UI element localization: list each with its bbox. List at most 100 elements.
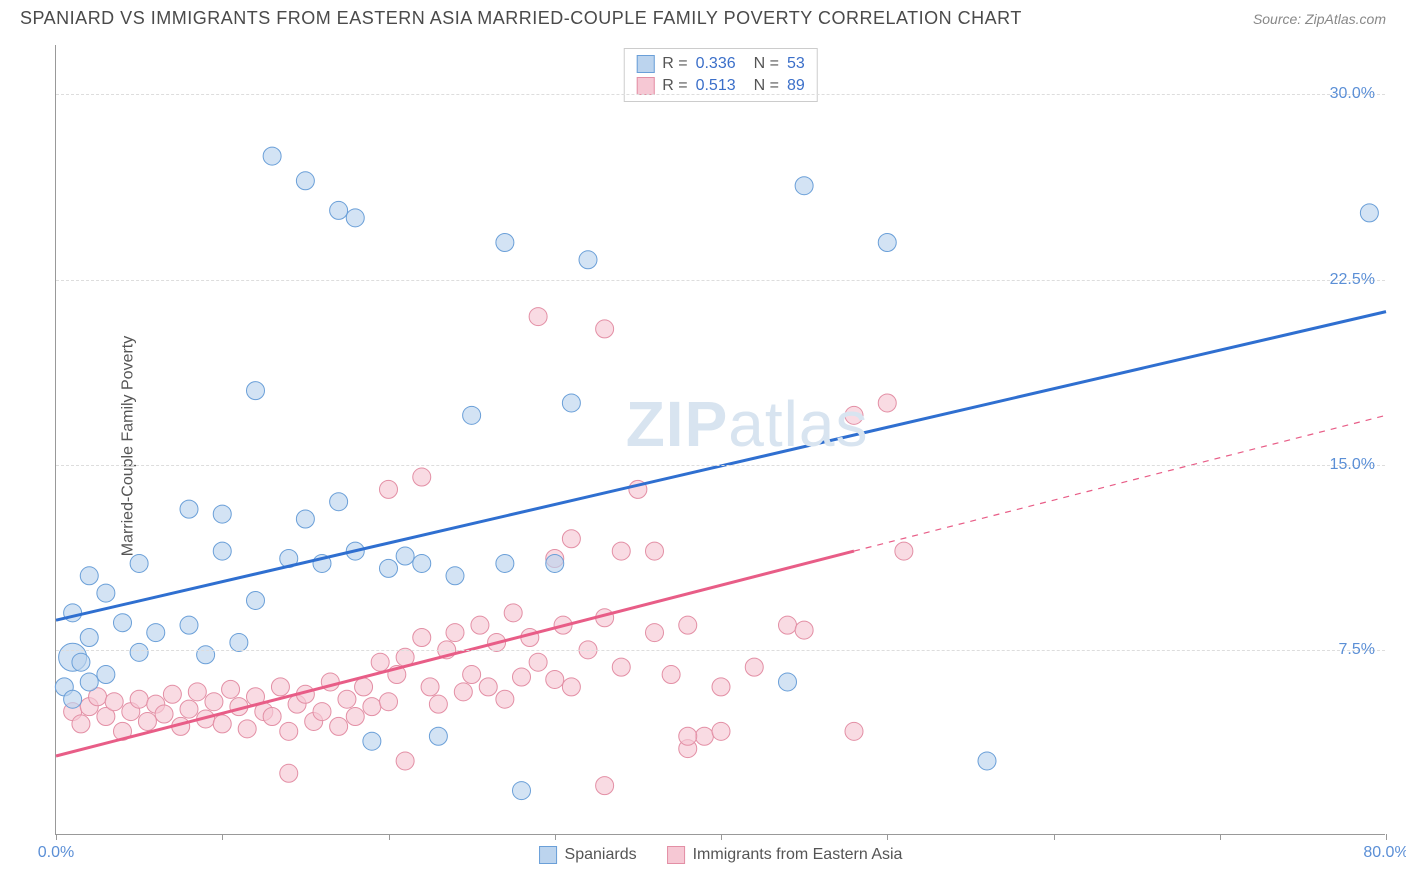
scatter-point xyxy=(130,554,148,572)
scatter-point xyxy=(479,678,497,696)
stat-r-spaniards: 0.336 xyxy=(696,55,736,73)
chart-source: Source: ZipAtlas.com xyxy=(1253,11,1386,27)
scatter-point xyxy=(413,468,431,486)
swatch-immigrants xyxy=(636,77,654,95)
scatter-point xyxy=(845,406,863,424)
scatter-point xyxy=(779,616,797,634)
scatter-point xyxy=(147,624,165,642)
scatter-point xyxy=(562,678,580,696)
xtick-mark xyxy=(56,834,57,840)
scatter-point xyxy=(64,690,82,708)
scatter-point xyxy=(596,320,614,338)
scatter-point xyxy=(280,764,298,782)
gridline xyxy=(56,94,1385,95)
legend-item-immigrants: Immigrants from Eastern Asia xyxy=(667,846,903,864)
scatter-point xyxy=(596,777,614,795)
scatter-point xyxy=(330,201,348,219)
scatter-point xyxy=(271,678,289,696)
scatter-point xyxy=(114,614,132,632)
scatter-point xyxy=(679,727,697,745)
chart-plot-area: ZIPatlas R = 0.336 N = 53 R = 0.513 N = … xyxy=(55,45,1385,835)
scatter-point xyxy=(413,629,431,647)
scatter-point xyxy=(138,712,156,730)
scatter-point xyxy=(662,666,680,684)
scatter-point xyxy=(371,653,389,671)
scatter-point xyxy=(346,209,364,227)
legend-swatch-spaniards xyxy=(539,846,557,864)
legend-label-immigrants: Immigrants from Eastern Asia xyxy=(693,846,903,864)
scatter-point xyxy=(429,695,447,713)
gridline xyxy=(56,650,1385,651)
scatter-point xyxy=(263,708,281,726)
chart-header: SPANIARD VS IMMIGRANTS FROM EASTERN ASIA… xyxy=(0,0,1406,37)
scatter-point xyxy=(80,567,98,585)
scatter-point xyxy=(97,666,115,684)
xtick-mark xyxy=(1386,834,1387,840)
stat-n-immigrants: 89 xyxy=(787,77,805,95)
scatter-point xyxy=(296,172,314,190)
scatter-point xyxy=(612,542,630,560)
scatter-point xyxy=(213,715,231,733)
scatter-point xyxy=(878,234,896,252)
scatter-point xyxy=(529,653,547,671)
scatter-point xyxy=(380,693,398,711)
scatter-point xyxy=(504,604,522,622)
xtick-label: 0.0% xyxy=(38,844,74,862)
scatter-point xyxy=(230,633,248,651)
scatter-point xyxy=(213,505,231,523)
scatter-point xyxy=(413,554,431,572)
scatter-point xyxy=(180,700,198,718)
xtick-mark xyxy=(555,834,556,840)
stat-n-label: N = xyxy=(754,77,779,95)
stat-r-immigrants: 0.513 xyxy=(696,77,736,95)
scatter-point xyxy=(330,717,348,735)
scatter-point xyxy=(180,500,198,518)
scatter-point xyxy=(338,690,356,708)
legend-swatch-immigrants xyxy=(667,846,685,864)
scatter-point xyxy=(247,591,265,609)
scatter-point xyxy=(363,698,381,716)
scatter-point xyxy=(978,752,996,770)
xtick-mark xyxy=(1054,834,1055,840)
scatter-point xyxy=(313,703,331,721)
gridline xyxy=(56,465,1385,466)
regression-line-extrapolated xyxy=(854,415,1386,551)
xtick-mark xyxy=(721,834,722,840)
scatter-point xyxy=(188,683,206,701)
scatter-point xyxy=(513,782,531,800)
ytick-label: 15.0% xyxy=(1330,456,1375,474)
scatter-point xyxy=(529,308,547,326)
stat-n-label: N = xyxy=(754,55,779,73)
scatter-point xyxy=(779,673,797,691)
xtick-mark xyxy=(1220,834,1221,840)
scatter-point xyxy=(72,715,90,733)
scatter-point xyxy=(130,643,148,661)
scatter-point xyxy=(105,693,123,711)
stat-n-spaniards: 53 xyxy=(787,55,805,73)
scatter-point xyxy=(845,722,863,740)
scatter-point xyxy=(346,708,364,726)
scatter-point xyxy=(546,554,564,572)
ytick-label: 30.0% xyxy=(1330,85,1375,103)
chart-title: SPANIARD VS IMMIGRANTS FROM EASTERN ASIA… xyxy=(20,8,1022,29)
legend-label-spaniards: Spaniards xyxy=(565,846,637,864)
scatter-point xyxy=(795,621,813,639)
swatch-spaniards xyxy=(636,55,654,73)
scatter-point xyxy=(471,616,489,634)
scatter-point xyxy=(646,624,664,642)
scatter-point xyxy=(446,624,464,642)
scatter-point xyxy=(895,542,913,560)
scatter-point xyxy=(380,559,398,577)
scatter-point xyxy=(695,727,713,745)
gridline xyxy=(56,280,1385,281)
scatter-point xyxy=(247,382,265,400)
scatter-point xyxy=(130,690,148,708)
stat-r-label: R = xyxy=(662,55,687,73)
scatter-point xyxy=(562,530,580,548)
scatter-point xyxy=(263,147,281,165)
scatter-point xyxy=(679,616,697,634)
scatter-point xyxy=(396,547,414,565)
scatter-point xyxy=(197,646,215,664)
ytick-label: 7.5% xyxy=(1339,641,1375,659)
scatter-point xyxy=(446,567,464,585)
